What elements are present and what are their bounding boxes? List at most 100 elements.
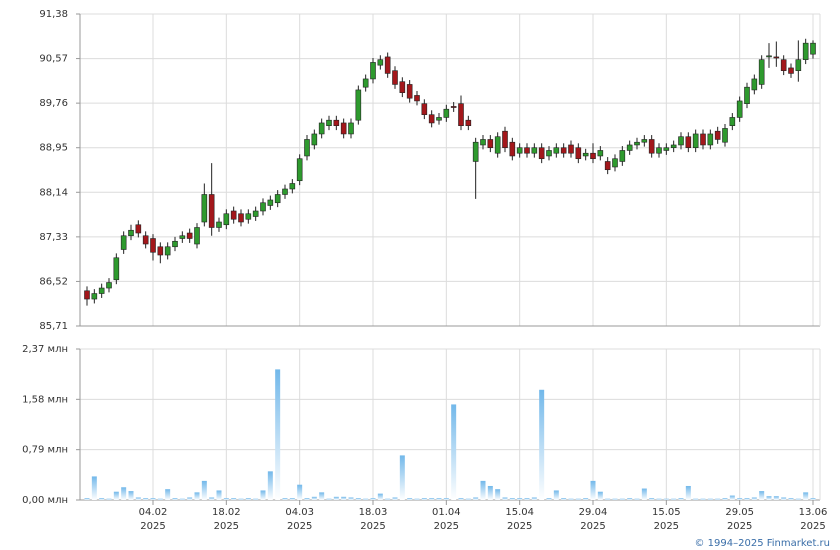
- candle-body: [494, 136, 501, 154]
- volume-bar: [363, 498, 369, 500]
- candle-body: [641, 139, 648, 143]
- candle-body: [744, 86, 750, 104]
- y-tick-label: 86,52: [39, 276, 68, 287]
- y-tick-label: 1,58 млн: [22, 394, 68, 405]
- volume-bar: [715, 498, 721, 500]
- volume-bar: [553, 490, 559, 500]
- y-tick-label: 87,33: [39, 232, 68, 243]
- volume-bar: [795, 498, 801, 500]
- candle-body: [436, 117, 442, 121]
- candle-body: [751, 78, 758, 91]
- candle-body: [443, 108, 450, 118]
- candle-body: [472, 141, 479, 162]
- volume-bar: [605, 498, 611, 500]
- volume-bar: [678, 498, 684, 500]
- volume-bar: [583, 498, 589, 500]
- candle-body: [135, 224, 142, 234]
- y-tick-label: 89,76: [39, 98, 68, 109]
- volume-bar: [319, 492, 325, 500]
- candle-body: [384, 56, 391, 74]
- candle-body: [648, 139, 655, 154]
- volume-bar: [590, 480, 596, 500]
- candle-body: [274, 194, 281, 204]
- candle-body: [348, 122, 354, 135]
- candle-body: [458, 103, 464, 127]
- volume-bar: [561, 498, 567, 500]
- volume-bar: [157, 498, 163, 500]
- candle-body: [186, 232, 193, 239]
- volume-bar: [473, 497, 479, 500]
- x-tick-label: 29.05 2025: [725, 507, 754, 532]
- candle-body: [142, 235, 149, 245]
- candle-body: [106, 282, 112, 289]
- volume-bar: [143, 498, 149, 500]
- candle-body: [362, 78, 369, 88]
- volume-bar: [106, 498, 112, 500]
- candle-body: [208, 194, 215, 228]
- y-tick-label: 91,38: [39, 9, 68, 20]
- candle-body: [260, 202, 266, 212]
- y-tick-label: 90,57: [39, 54, 68, 65]
- candle-body: [670, 144, 677, 149]
- candle-body: [502, 130, 508, 149]
- candle-body: [392, 70, 398, 85]
- candle-body: [326, 119, 332, 127]
- volume-bar: [201, 480, 207, 500]
- volume-bar: [693, 498, 699, 500]
- volume-bar: [495, 489, 501, 500]
- candle-body: [399, 81, 406, 93]
- candle-body: [707, 133, 714, 146]
- volume-bar: [803, 492, 809, 500]
- x-tick-label: 15.05 2025: [652, 507, 681, 532]
- candle-body: [568, 144, 574, 154]
- candle-body: [722, 128, 728, 143]
- volume-bar: [685, 485, 691, 500]
- volume-bar: [649, 498, 655, 500]
- volume-bar: [707, 498, 713, 500]
- candle-body: [113, 257, 120, 281]
- volume-bar: [766, 496, 772, 500]
- candle-body: [788, 67, 794, 74]
- volume-bar: [84, 498, 90, 500]
- candle-body: [230, 210, 237, 220]
- volume-bar: [788, 498, 794, 500]
- volume-bar: [421, 498, 427, 500]
- x-tick-label: 04.02 2025: [139, 507, 168, 532]
- volume-bar: [172, 498, 178, 500]
- candle-body: [340, 122, 347, 135]
- candle-body: [692, 133, 699, 149]
- volume-bar: [385, 498, 391, 500]
- candle-body: [575, 147, 582, 160]
- candle-body: [531, 147, 538, 154]
- candle-body: [678, 136, 684, 146]
- volume-bar: [260, 490, 266, 500]
- candle-body: [406, 84, 413, 99]
- candle-body: [524, 147, 530, 154]
- volume-bar: [744, 498, 750, 500]
- candle-body: [304, 139, 310, 157]
- candle-body: [612, 158, 618, 168]
- y-tick-label: 0,00 млн: [22, 495, 68, 506]
- candle-body: [428, 114, 435, 124]
- volume-bar: [414, 498, 420, 500]
- x-tick-label: 13.06 2025: [799, 507, 828, 532]
- candle-body: [245, 213, 252, 220]
- candle-body: [604, 161, 611, 171]
- candle-body: [663, 147, 670, 151]
- volume-bar: [502, 497, 508, 500]
- candle-body: [421, 103, 428, 115]
- candle-body: [414, 95, 420, 102]
- candle-body: [216, 221, 222, 228]
- candle-body: [773, 56, 780, 59]
- volume-bar: [671, 498, 677, 500]
- candle-body: [487, 139, 494, 149]
- y-tick-label: 88,14: [39, 187, 68, 198]
- volume-bar: [436, 498, 442, 500]
- candle-body: [164, 246, 171, 256]
- copyright[interactable]: © 1994–2025 Finmarket.ru: [694, 538, 830, 549]
- volume-bar: [113, 491, 119, 500]
- candle-body: [802, 42, 809, 60]
- volume-bar: [267, 471, 273, 500]
- candle-body: [296, 158, 303, 182]
- volume-bar: [568, 498, 574, 500]
